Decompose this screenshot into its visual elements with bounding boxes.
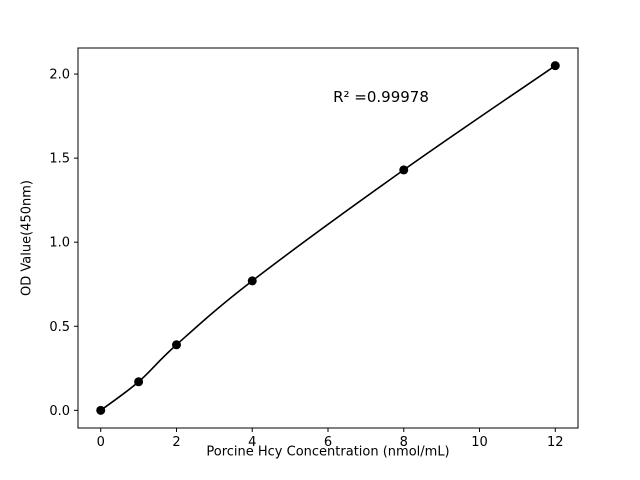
svg-text:4: 4 <box>248 435 256 450</box>
svg-text:6: 6 <box>324 435 332 450</box>
svg-text:0: 0 <box>97 435 105 450</box>
svg-text:1.5: 1.5 <box>49 152 70 167</box>
svg-text:2.0: 2.0 <box>49 68 70 83</box>
x-axis-label: Porcine Hcy Concentration (nmol/mL) <box>206 444 450 460</box>
svg-text:12: 12 <box>547 435 564 450</box>
svg-text:10: 10 <box>471 435 488 450</box>
r-squared-annotation: R² =0.99978 <box>333 88 429 106</box>
svg-text:8: 8 <box>400 435 408 450</box>
y-axis-label: OD Value(450nm) <box>19 180 35 296</box>
svg-text:1.0: 1.0 <box>49 236 70 251</box>
svg-text:0.5: 0.5 <box>49 320 70 335</box>
svg-text:0.0: 0.0 <box>49 404 70 419</box>
svg-text:2: 2 <box>172 435 180 450</box>
